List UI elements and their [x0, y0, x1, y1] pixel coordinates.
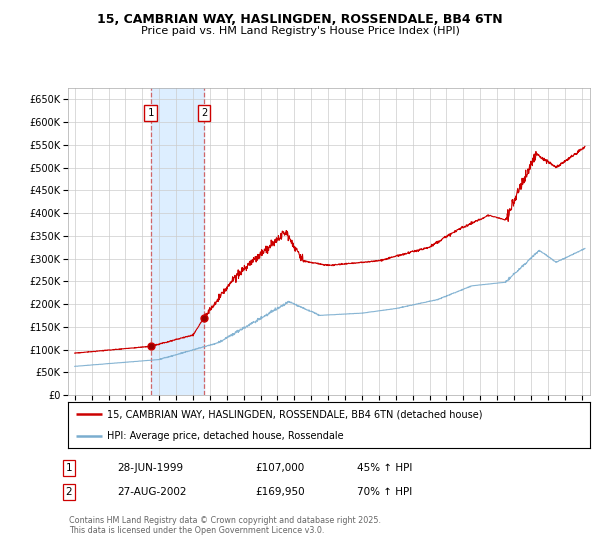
- Text: HPI: Average price, detached house, Rossendale: HPI: Average price, detached house, Ross…: [107, 431, 344, 441]
- Bar: [151, 88, 204, 395]
- Text: 2: 2: [65, 487, 73, 497]
- Text: 1: 1: [65, 463, 73, 473]
- Text: £169,950: £169,950: [255, 487, 305, 497]
- Text: 2: 2: [201, 108, 207, 118]
- Text: 15, CAMBRIAN WAY, HASLINGDEN, ROSSENDALE, BB4 6TN (detached house): 15, CAMBRIAN WAY, HASLINGDEN, ROSSENDALE…: [107, 409, 482, 419]
- Text: 1: 1: [148, 108, 154, 118]
- Text: 45% ↑ HPI: 45% ↑ HPI: [357, 463, 412, 473]
- Text: 70% ↑ HPI: 70% ↑ HPI: [357, 487, 412, 497]
- Text: 27-AUG-2002: 27-AUG-2002: [117, 487, 187, 497]
- Text: £107,000: £107,000: [255, 463, 304, 473]
- Text: 28-JUN-1999: 28-JUN-1999: [117, 463, 183, 473]
- Text: 15, CAMBRIAN WAY, HASLINGDEN, ROSSENDALE, BB4 6TN: 15, CAMBRIAN WAY, HASLINGDEN, ROSSENDALE…: [97, 13, 503, 26]
- Text: Price paid vs. HM Land Registry's House Price Index (HPI): Price paid vs. HM Land Registry's House …: [140, 26, 460, 36]
- Text: Contains HM Land Registry data © Crown copyright and database right 2025.
This d: Contains HM Land Registry data © Crown c…: [69, 516, 381, 535]
